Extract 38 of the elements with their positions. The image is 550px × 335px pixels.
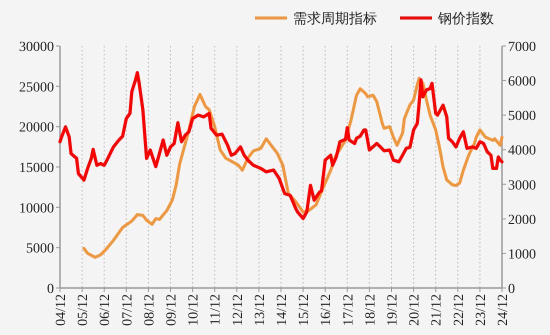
y-tick-label: 20000 [19,120,54,136]
x-tick-label: 06/12 [98,294,114,326]
x-tick-label: 16/12 [319,294,334,326]
x-tick-label: 23/12 [474,294,489,326]
x-tick-label: 17/12 [341,294,356,326]
x-tick-label: 19/12 [386,294,400,326]
x-tick-label: 22/12 [452,294,467,326]
x-tick-label: 13/12 [252,294,268,326]
y2-tick-label: 0 [508,282,515,297]
legend-label: 钢价指数 [437,11,494,27]
x-tick-label: 09/12 [164,294,180,326]
x-tick-label: 10/12 [186,294,202,326]
y-tick-label: 0 [47,282,54,297]
y-tick-label: 25000 [19,80,54,96]
legend-label: 需求周期指标 [293,11,377,27]
y2-tick-label: 3000 [508,178,536,194]
y2-tick-label: 2000 [508,212,536,228]
y2-tick-label: 6000 [508,74,536,90]
y2-tick-label: 5000 [508,109,536,124]
x-tick-label: 20/12 [408,294,423,326]
x-tick-label: 12/12 [230,294,246,326]
y-tick-label: 30000 [19,40,54,55]
x-tick-label: 07/12 [120,294,136,326]
y-tick-label: 5000 [26,242,54,257]
x-tick-label: 04/12 [54,294,69,326]
x-tick-label: 14/12 [275,294,290,326]
y-tick-label: 15000 [19,161,54,176]
x-tick-label: 24/12 [496,294,511,326]
x-tick-label: 11/12 [208,294,224,326]
x-tick-label: 08/12 [142,294,158,326]
x-tick-label: 18/12 [363,294,378,326]
x-tick-label: 21/12 [430,294,445,326]
y-tick-label: 10000 [19,201,54,216]
y2-tick-label: 7000 [508,40,536,55]
y2-tick-label: 4000 [508,144,536,159]
x-tick-label: 15/12 [297,294,312,326]
y2-tick-label: 1000 [508,247,536,262]
x-tick-label: 05/12 [76,294,92,326]
